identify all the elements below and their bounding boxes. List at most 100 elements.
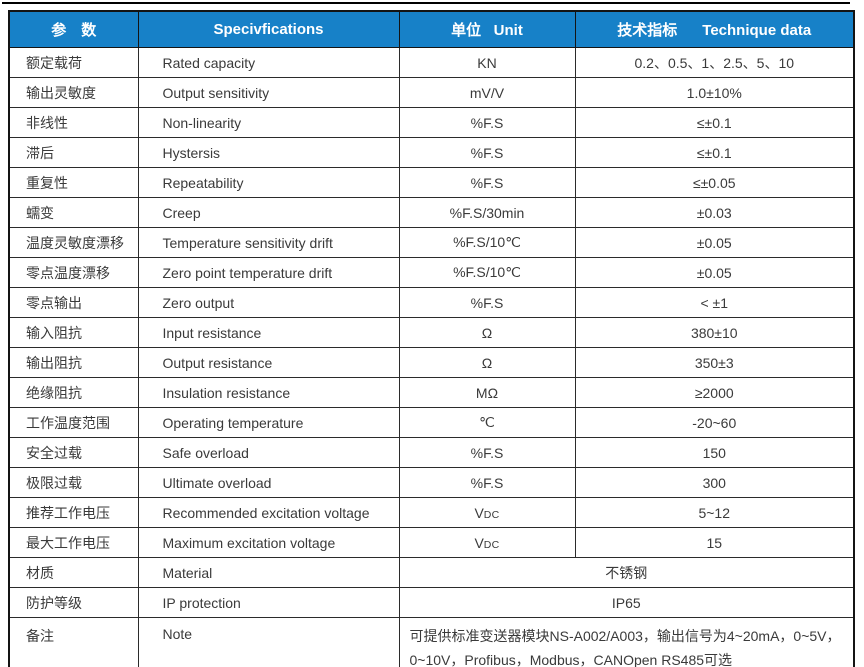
cell-value: ±0.03 — [574, 197, 855, 228]
cell-unit: ℃ — [398, 407, 576, 438]
cell-param-zh: 安全过载 — [8, 437, 139, 468]
cell-value: ≤±0.1 — [574, 107, 855, 138]
spec-row: 输出灵敏度 Output sensitivity mV/V 1.0±10% — [8, 77, 855, 108]
page-top-rule — [2, 2, 850, 4]
cell-spec-en: Input resistance — [137, 317, 400, 348]
cell-param-zh: 推荐工作电压 — [8, 497, 139, 528]
cell-spec-en: Zero point temperature drift — [137, 257, 400, 288]
cell-unit: %F.S — [398, 467, 576, 498]
spec-row: 最大工作电压 Maximum excitation voltage VDC 15 — [8, 527, 855, 558]
cell-unit: %F.S/10℃ — [398, 257, 576, 288]
cell-param-zh: 输入阻抗 — [8, 317, 139, 348]
cell-param-zh: 非线性 — [8, 107, 139, 138]
spec-row: 滞后 Hystersis %F.S ≤±0.1 — [8, 137, 855, 168]
cell-param-zh: 零点输出 — [8, 287, 139, 318]
header-cell-unit: 单位 Unit — [398, 10, 576, 48]
cell-spec-en: Insulation resistance — [137, 377, 400, 408]
unit-main: V — [474, 534, 484, 551]
header-row: 参 数 Specivfications 单位 Unit 技术指标 Techniq… — [8, 10, 855, 48]
cell-merged-value: 不锈钢 — [398, 557, 855, 588]
cell-value: 15 — [574, 527, 855, 558]
spec-row: 安全过载 Safe overload %F.S 150 — [8, 437, 855, 468]
spec-row: 零点输出 Zero output %F.S < ±1 — [8, 287, 855, 318]
cell-param-zh: 蠕变 — [8, 197, 139, 228]
cell-value: ±0.05 — [574, 227, 855, 258]
cell-value: 5~12 — [574, 497, 855, 528]
cell-value: 0.2、0.5、1、2.5、5、10 — [574, 47, 855, 78]
spec-row: 极限过载 Ultimate overload %F.S 300 — [8, 467, 855, 498]
cell-spec-en: Material — [137, 557, 400, 588]
cell-value: 150 — [574, 437, 855, 468]
cell-param-zh: 重复性 — [8, 167, 139, 198]
cell-spec-en: Zero output — [137, 287, 400, 318]
cell-param-zh: 零点温度漂移 — [8, 257, 139, 288]
cell-unit: Ω — [398, 317, 576, 348]
cell-param-zh: 防护等级 — [8, 587, 139, 618]
spec-row: 零点温度漂移 Zero point temperature drift %F.S… — [8, 257, 855, 288]
cell-unit: %F.S/10℃ — [398, 227, 576, 258]
spec-row: 输出阻抗 Output resistance Ω 350±3 — [8, 347, 855, 378]
cell-unit: %F.S — [398, 107, 576, 138]
spec-row: 输入阻抗 Input resistance Ω 380±10 — [8, 317, 855, 348]
cell-spec-en: Repeatability — [137, 167, 400, 198]
cell-unit: %F.S — [398, 437, 576, 468]
spec-row: 绝缘阻抗 Insulation resistance MΩ ≥2000 — [8, 377, 855, 408]
header-cell-data: 技术指标 Technique data — [574, 10, 855, 48]
cell-unit: MΩ — [398, 377, 576, 408]
cell-spec-en: IP protection — [137, 587, 400, 618]
cell-spec-en: Operating temperature — [137, 407, 400, 438]
specifications-table: 参 数 Specivfications 单位 Unit 技术指标 Techniq… — [8, 10, 855, 667]
spec-row: 额定载荷 Rated capacity KN 0.2、0.5、1、2.5、5、1… — [8, 47, 855, 78]
cell-spec-en: Temperature sensitivity drift — [137, 227, 400, 258]
cell-value: ≤±0.05 — [574, 167, 855, 198]
cell-param-zh: 工作温度范围 — [8, 407, 139, 438]
cell-spec-en: Rated capacity — [137, 47, 400, 78]
cell-value: 300 — [574, 467, 855, 498]
cell-spec-en: Output resistance — [137, 347, 400, 378]
cell-spec-en: Hystersis — [137, 137, 400, 168]
spec-row: 工作温度范围 Operating temperature ℃ -20~60 — [8, 407, 855, 438]
cell-unit: mV/V — [398, 77, 576, 108]
spec-row: 材质 Material 不锈钢 — [8, 557, 855, 588]
cell-param-zh: 备注 — [8, 617, 139, 667]
cell-note-text: 可提供标准变送器模块NS-A002/A003，输出信号为4~20mA，0~5V，… — [398, 617, 855, 667]
spec-row: 温度灵敏度漂移 Temperature sensitivity drift %F… — [8, 227, 855, 258]
cell-param-zh: 温度灵敏度漂移 — [8, 227, 139, 258]
cell-param-zh: 输出灵敏度 — [8, 77, 139, 108]
cell-value: ≥2000 — [574, 377, 855, 408]
cell-value: ±0.05 — [574, 257, 855, 288]
spec-row: 重复性 Repeatability %F.S ≤±0.05 — [8, 167, 855, 198]
cell-unit: %F.S — [398, 167, 576, 198]
cell-param-zh: 额定载荷 — [8, 47, 139, 78]
cell-value: < ±1 — [574, 287, 855, 318]
header-cell-spec: Specivfications — [137, 10, 400, 48]
header-cell-param: 参 数 — [8, 10, 139, 48]
spec-row: 非线性 Non-linearity %F.S ≤±0.1 — [8, 107, 855, 138]
spec-row-note: 备注 Note 可提供标准变送器模块NS-A002/A003，输出信号为4~20… — [8, 617, 855, 667]
cell-unit: KN — [398, 47, 576, 78]
cell-spec-en: Maximum excitation voltage — [137, 527, 400, 558]
cell-spec-en: Note — [137, 617, 400, 667]
cell-value: -20~60 — [574, 407, 855, 438]
cell-unit: %F.S/30min — [398, 197, 576, 228]
cell-value: 350±3 — [574, 347, 855, 378]
cell-param-zh: 滞后 — [8, 137, 139, 168]
spec-row: 推荐工作电压 Recommended excitation voltage VD… — [8, 497, 855, 528]
unit-subscript: DC — [483, 538, 500, 551]
cell-spec-en: Ultimate overload — [137, 467, 400, 498]
cell-value: 380±10 — [574, 317, 855, 348]
cell-value: ≤±0.1 — [574, 137, 855, 168]
cell-param-zh: 材质 — [8, 557, 139, 588]
cell-spec-en: Output sensitivity — [137, 77, 400, 108]
cell-param-zh: 输出阻抗 — [8, 347, 139, 378]
spec-row: 防护等级 IP protection IP65 — [8, 587, 855, 618]
cell-param-zh: 绝缘阻抗 — [8, 377, 139, 408]
cell-unit: %F.S — [398, 287, 576, 318]
unit-main: V — [474, 504, 484, 521]
cell-value: 1.0±10% — [574, 77, 855, 108]
cell-unit: VDC — [398, 527, 576, 558]
cell-unit: VDC — [398, 497, 576, 528]
unit-subscript: DC — [483, 508, 500, 521]
cell-unit: %F.S — [398, 137, 576, 168]
